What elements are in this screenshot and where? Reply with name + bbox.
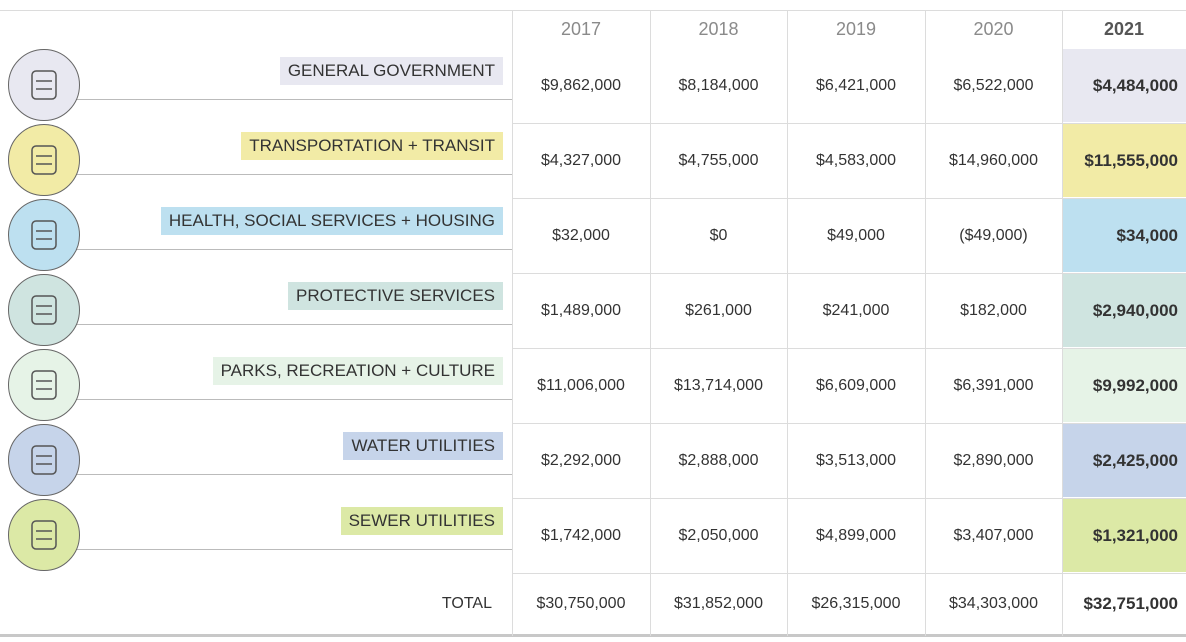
column-header: 2021 — [1103, 18, 1145, 39]
row-icon — [8, 349, 80, 421]
value-cell: $9,862,000 — [540, 76, 622, 94]
value-cell: $6,609,000 — [815, 376, 897, 394]
value-cell: $2,888,000 — [678, 451, 759, 469]
value-cell: $241,000 — [822, 301, 890, 319]
row-icon — [8, 499, 80, 571]
label-underline — [70, 399, 512, 400]
value-cell: $2,425,000 — [1092, 450, 1178, 470]
label-underline — [70, 474, 512, 475]
label-underline — [70, 324, 512, 325]
value-cell: ($49,000) — [959, 226, 1028, 244]
label-underline — [70, 99, 512, 100]
value-cell: $0 — [709, 226, 728, 244]
row-divider — [512, 273, 1186, 274]
value-cell: $32,000 — [552, 226, 610, 244]
value-cell: $261,000 — [685, 301, 752, 319]
label-underline — [70, 249, 512, 250]
last-col-fill — [1063, 424, 1186, 497]
row-label: PROTECTIVE SERVICES — [287, 282, 503, 310]
value-cell: $49,000 — [827, 226, 885, 244]
row-icon — [8, 49, 80, 121]
value-cell: $13,714,000 — [674, 376, 763, 394]
row-label: WATER UTILITIES — [343, 432, 503, 460]
value-cell: $6,522,000 — [953, 76, 1034, 94]
row-icon — [8, 274, 80, 346]
row-divider — [512, 498, 1186, 499]
icon-glyph — [31, 145, 57, 175]
column-header: 2017 — [560, 18, 602, 39]
row-divider — [512, 198, 1186, 199]
row-label: TRANSPORTATION + TRANSIT — [241, 132, 503, 160]
value-cell: $11,555,000 — [1084, 150, 1178, 170]
last-col-fill — [1063, 274, 1186, 347]
total-cell: $32,751,000 — [1083, 594, 1178, 613]
column-header: 2018 — [698, 18, 739, 39]
total-cell: $31,852,000 — [674, 595, 763, 612]
last-col-fill — [1063, 199, 1186, 272]
last-col-fill — [1063, 349, 1186, 422]
value-cell: $4,899,000 — [815, 526, 897, 544]
value-cell: $3,513,000 — [815, 451, 897, 469]
row-divider — [512, 573, 1186, 574]
row-icon — [8, 424, 80, 496]
label-underline — [70, 174, 512, 175]
last-col-fill — [1063, 499, 1186, 572]
bottom-rule — [0, 634, 1186, 637]
value-cell: $2,890,000 — [953, 451, 1034, 469]
row-label: HEALTH, SOCIAL SERVICES + HOUSING — [160, 207, 503, 235]
value-cell: $3,407,000 — [953, 526, 1034, 544]
column-divider — [650, 10, 651, 636]
value-cell: $6,391,000 — [953, 376, 1034, 394]
icon-glyph — [31, 220, 57, 250]
total-cell: $34,303,000 — [949, 595, 1038, 612]
value-cell: $34,000 — [1116, 225, 1178, 245]
value-cell: $14,960,000 — [949, 151, 1038, 169]
value-cell: $4,755,000 — [678, 151, 759, 169]
icon-glyph — [31, 520, 57, 550]
value-cell: $9,992,000 — [1092, 375, 1178, 395]
value-cell: $1,321,000 — [1092, 525, 1178, 545]
value-cell: $1,489,000 — [540, 301, 622, 319]
value-cell: $182,000 — [960, 301, 1027, 319]
column-header: 2020 — [973, 18, 1014, 39]
column-divider — [787, 10, 788, 636]
row-divider — [512, 348, 1186, 349]
icon-glyph — [31, 445, 57, 475]
row-label: PARKS, RECREATION + CULTURE — [212, 357, 503, 385]
value-cell: $6,421,000 — [815, 76, 897, 94]
value-cell: $2,050,000 — [678, 526, 759, 544]
label-underline — [70, 549, 512, 550]
value-cell: $4,327,000 — [540, 151, 622, 169]
top-rule — [0, 10, 1186, 11]
total-label: TOTAL — [441, 595, 492, 612]
column-divider — [1062, 10, 1063, 636]
row-icon — [8, 199, 80, 271]
row-label: GENERAL GOVERNMENT — [279, 57, 503, 85]
value-cell: $8,184,000 — [678, 76, 759, 94]
value-cell: $4,484,000 — [1092, 75, 1178, 95]
icon-glyph — [31, 295, 57, 325]
row-label: SEWER UTILITIES — [340, 507, 503, 535]
row-icon — [8, 124, 80, 196]
column-divider — [512, 10, 513, 636]
value-cell: $4,583,000 — [815, 151, 897, 169]
total-cell: $30,750,000 — [536, 595, 626, 612]
value-cell: $1,742,000 — [540, 526, 622, 544]
icon-glyph — [31, 70, 57, 100]
value-cell: $2,940,000 — [1092, 300, 1178, 320]
row-divider — [512, 123, 1186, 124]
column-divider — [925, 10, 926, 636]
last-col-fill — [1063, 124, 1186, 197]
row-divider — [512, 423, 1186, 424]
value-cell: $11,006,000 — [537, 376, 625, 394]
value-cell: $2,292,000 — [540, 451, 622, 469]
column-header: 2019 — [835, 18, 877, 39]
icon-glyph — [31, 370, 57, 400]
last-col-fill — [1063, 49, 1186, 122]
total-cell: $26,315,000 — [811, 595, 901, 612]
